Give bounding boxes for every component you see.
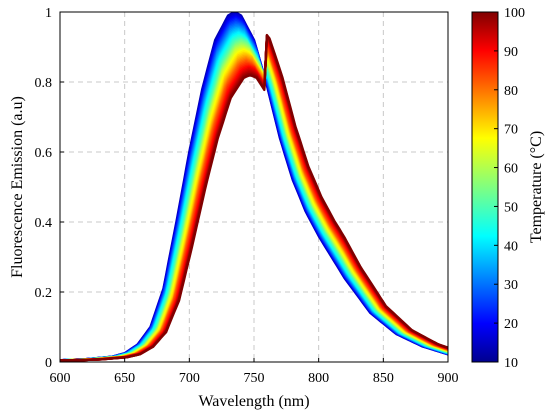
colorbar-tick-label: 90 [504, 45, 518, 60]
x-tick-label: 900 [438, 371, 459, 386]
x-axis-ticks: 600 650 700 750 800 850 900 [50, 358, 459, 386]
x-tick-label: 600 [50, 371, 71, 386]
colorbar-tick-label: 70 [504, 123, 518, 138]
y-tick-label: 0.2 [35, 286, 53, 301]
colorbar-ticks: 10 20 30 40 50 60 70 80 90 100 [494, 6, 525, 371]
y-tick-label: 0.6 [35, 146, 53, 161]
colorbar-tick-label: 20 [504, 317, 518, 332]
colorbar-tick-label: 80 [504, 84, 518, 99]
y-tick-label: 0 [45, 356, 52, 371]
x-tick-label: 650 [114, 371, 135, 386]
y-axis-ticks: 0 0.2 0.4 0.6 0.8 1 [35, 6, 64, 371]
x-axis-label: Wavelength (nm) [198, 393, 309, 410]
spectrum-curve [60, 33, 449, 362]
spectra-curves [59, 11, 449, 362]
colorbar-tick-label: 60 [504, 162, 518, 177]
x-tick-label: 850 [373, 371, 394, 386]
colorbar [471, 11, 499, 363]
colorbar-tick-label: 40 [504, 239, 518, 254]
y-tick-label: 0.8 [35, 76, 53, 91]
colorbar-label: Temperature (°C) [528, 131, 545, 243]
y-tick-label: 1 [45, 6, 52, 21]
y-axis-label: Fluorescence Emission (a.u) [9, 96, 26, 278]
x-tick-label: 800 [308, 371, 329, 386]
colorbar-tick-label: 100 [504, 6, 525, 21]
y-tick-label: 0.4 [35, 216, 53, 231]
colorbar-tick-label: 30 [504, 278, 518, 293]
colorbar-tick-label: 50 [504, 200, 518, 215]
x-tick-label: 750 [244, 371, 265, 386]
x-tick-label: 700 [179, 371, 200, 386]
colorbar-tick-label: 10 [504, 356, 518, 371]
